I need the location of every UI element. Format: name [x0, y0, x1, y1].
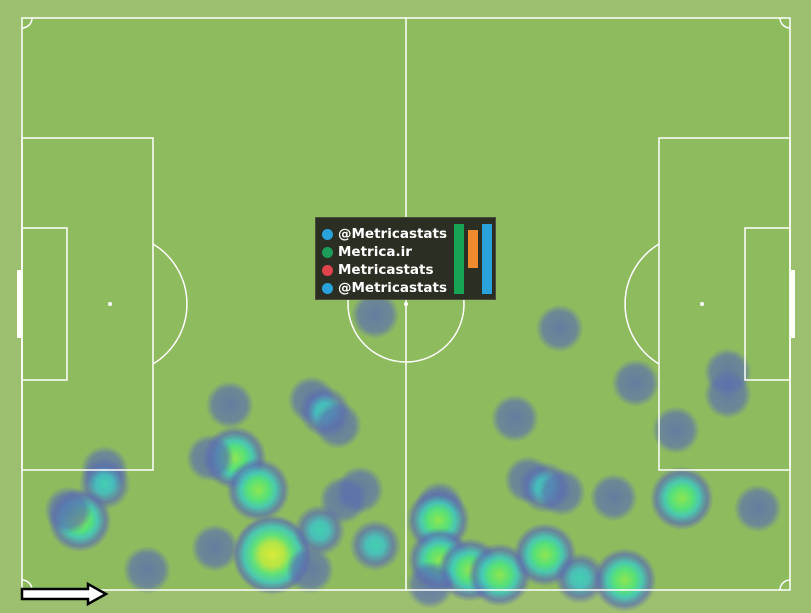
right-penalty-spot — [700, 302, 704, 306]
heatmap-point-24 — [649, 466, 714, 531]
heatmap-point-8 — [313, 401, 362, 450]
right-goal — [790, 270, 795, 338]
instagram-handle: Metricastats — [338, 262, 434, 278]
heatmap-point-17 — [44, 486, 93, 535]
globe-icon — [322, 246, 333, 258]
heatmap-point-5 — [205, 380, 254, 429]
heatmap-point-32 — [123, 545, 172, 594]
logo-bar-orange — [468, 230, 478, 268]
branding-box: @Metricastats Metrica.ir Metricastats @M… — [315, 217, 496, 300]
website: Metrica.ir — [338, 244, 412, 260]
center-spot — [404, 302, 408, 306]
heatmap-point-9 — [490, 394, 539, 443]
heatmap-point-23 — [589, 473, 638, 522]
instagram-icon — [322, 264, 333, 276]
twitter-icon — [322, 282, 333, 294]
right-penalty-arc — [624, 243, 660, 365]
corner-arcs — [21, 17, 791, 591]
heatmap-point-4 — [703, 370, 752, 419]
branding-line-website: Metrica.ir — [322, 244, 412, 260]
heatmap-point-0 — [351, 290, 400, 339]
heatmap-point-30 — [286, 545, 335, 594]
heatmap-point-25 — [733, 484, 782, 533]
left-penalty-spot — [108, 302, 112, 306]
twitter-handle: @Metricastats — [338, 280, 448, 296]
left-penalty-arc — [152, 243, 188, 365]
attack-direction-arrow-icon — [20, 581, 109, 607]
heatmap-point-2 — [611, 359, 660, 408]
heatmap-point-40 — [406, 560, 455, 609]
heatmap-point-33 — [349, 519, 402, 572]
branding-line-telegram: @Metricastats — [322, 226, 447, 242]
telegram-handle: @Metricastats — [338, 226, 448, 242]
heatmap-point-29 — [293, 504, 346, 557]
left-goal — [17, 270, 22, 338]
branding-line-instagram: Metricastats — [322, 262, 434, 278]
heatmap-point-22 — [537, 468, 586, 517]
heatmap-point-13 — [185, 433, 234, 482]
heatmap-point-10 — [651, 406, 700, 455]
branding-line-twitter: @Metricastats — [322, 280, 447, 296]
logo-bar-blue — [482, 224, 492, 294]
heatmap-point-31 — [191, 523, 240, 572]
logo-bar-green — [454, 224, 464, 294]
heatmap-point-12 — [226, 457, 291, 522]
telegram-icon — [322, 228, 333, 240]
heatmap-point-38 — [554, 552, 607, 605]
heatmap-point-1 — [535, 304, 584, 353]
heatmap-point-39 — [592, 547, 657, 612]
heatmap-layer — [44, 290, 782, 612]
